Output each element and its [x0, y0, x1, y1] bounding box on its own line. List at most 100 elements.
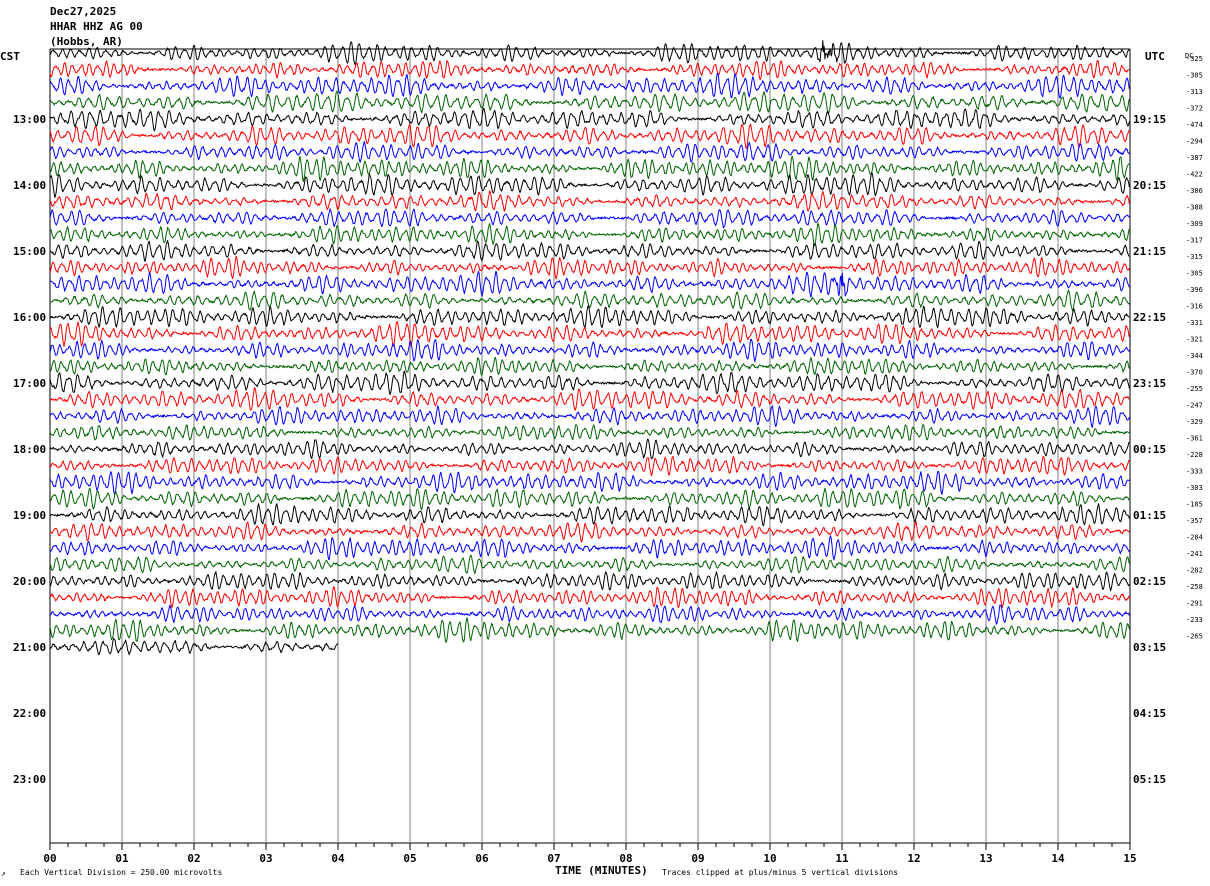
trace-row [49, 604, 1130, 625]
trace-row [49, 90, 1130, 115]
x-tick-label: 06 [475, 852, 489, 865]
hour-label-left: 21:00 [13, 641, 46, 654]
trace-row [49, 387, 1130, 411]
x-tick-label: 02 [187, 852, 200, 865]
dc-offset-label: -305 [1186, 270, 1203, 278]
x-tick-label: 00 [43, 852, 56, 865]
x-tick-label: 15 [1123, 852, 1136, 865]
dc-offset-label: -331 [1186, 319, 1203, 327]
dc-offset-label: -325 [1186, 55, 1203, 63]
hour-label-left: 19:00 [13, 509, 46, 522]
hour-label-right: 03:15 [1133, 641, 1166, 654]
dc-offset-label: -344 [1186, 352, 1203, 360]
dc-offset-label: -185 [1186, 501, 1203, 509]
hour-label-right: 21:15 [1133, 245, 1166, 258]
trace-row [49, 637, 339, 656]
trace-row [49, 321, 1130, 347]
x-tick-label: 14 [1051, 852, 1065, 865]
dc-offset-label: -228 [1186, 451, 1203, 459]
trace-row [49, 155, 1130, 182]
trace-row [49, 240, 1130, 262]
hour-label-right: 01:15 [1133, 509, 1166, 522]
hour-label-left: 17:00 [13, 377, 46, 390]
dc-offset-label: -422 [1186, 171, 1203, 179]
dc-offset-label: -316 [1186, 303, 1203, 311]
dc-offset-label: -258 [1186, 583, 1203, 591]
trace-row [49, 535, 1130, 561]
dc-offset-label: -329 [1186, 418, 1203, 426]
x-tick-label: 13 [979, 852, 992, 865]
dc-offset-label: -309 [1186, 220, 1203, 228]
trace-row [49, 141, 1130, 163]
dc-offset-label: -370 [1186, 369, 1203, 377]
dc-offset-label: -361 [1186, 435, 1203, 443]
hour-label-left: 13:00 [13, 113, 46, 126]
dc-label: DC [1185, 52, 1193, 60]
dc-offset-label: -233 [1186, 616, 1203, 624]
seismic-traces [49, 40, 1130, 656]
hour-label-right: 23:15 [1133, 377, 1166, 390]
axis-labels: 00 01 02 03 04 05 06 07 08 09 10 11 12 13 14 15 13:00 19:… [13, 55, 1203, 865]
dc-offset-label: -313 [1186, 88, 1203, 96]
trace-row [49, 60, 1130, 80]
trace-row [49, 586, 1130, 609]
trace-row [49, 40, 1130, 66]
trace-row [49, 73, 1130, 99]
trace-row [49, 370, 1130, 396]
hour-label-left: 23:00 [13, 773, 46, 786]
hour-label-left: 18:00 [13, 443, 46, 456]
trace-row [49, 438, 1130, 460]
dc-offset-label: -372 [1186, 105, 1203, 113]
hour-label-right: 00:15 [1133, 443, 1166, 456]
x-tick-label: 12 [907, 852, 920, 865]
trace-row [49, 571, 1130, 592]
x-tick-label: 04 [331, 852, 345, 865]
dc-offset-label: -474 [1186, 121, 1203, 129]
tz-right-label: UTC [1145, 50, 1165, 63]
trace-row [49, 107, 1130, 132]
trace-row [49, 222, 1130, 247]
dc-offset-label: -265 [1186, 633, 1203, 641]
header-station: HHAR HHZ AG 00 [50, 20, 143, 33]
hour-label-right: 04:15 [1133, 707, 1166, 720]
dc-offset-label: -321 [1186, 336, 1203, 344]
x-tick-label: 05 [403, 852, 416, 865]
header-date: Dec27,2025 [50, 5, 116, 18]
x-tick-label: 01 [115, 852, 129, 865]
trace-row [49, 617, 1130, 643]
trace-row [49, 424, 1130, 441]
trace-row [49, 208, 1130, 229]
tz-left-label: CST [0, 50, 20, 63]
dc-offset-label: -284 [1186, 534, 1203, 542]
trace-row [50, 289, 1130, 312]
dc-offset-label: -303 [1186, 484, 1203, 492]
hour-label-right: 20:15 [1133, 179, 1166, 192]
trace-row [49, 255, 1130, 280]
trace-row [49, 123, 1130, 149]
dc-offset-label: -294 [1186, 138, 1203, 146]
trace-row [49, 305, 1130, 329]
hour-label-left: 22:00 [13, 707, 46, 720]
trace-row [49, 190, 1130, 212]
hour-label-left: 14:00 [13, 179, 46, 192]
hour-label-right: 19:15 [1133, 113, 1166, 126]
dc-offset-label: -247 [1186, 402, 1203, 410]
hour-label-left: 15:00 [13, 245, 46, 258]
x-tick-label: 03 [259, 852, 272, 865]
dc-offset-label: -387 [1186, 154, 1203, 162]
clip-note: Traces clipped at plus/minus 5 vertical … [662, 868, 898, 877]
trace-row [49, 503, 1130, 527]
hour-label-right: 02:15 [1133, 575, 1166, 588]
dc-offset-label: -357 [1186, 517, 1203, 525]
trace-row [49, 470, 1130, 495]
trace-row [49, 405, 1130, 428]
dc-offset-label: -305 [1186, 72, 1203, 80]
hour-label-left: 16:00 [13, 311, 46, 324]
trace-row [49, 554, 1130, 575]
dc-offset-label: -282 [1186, 567, 1203, 575]
dc-offset-label: -317 [1186, 237, 1203, 245]
dc-offset-label: -306 [1186, 187, 1203, 195]
x-tick-label: 09 [691, 852, 704, 865]
dc-offset-label: -291 [1186, 600, 1203, 608]
